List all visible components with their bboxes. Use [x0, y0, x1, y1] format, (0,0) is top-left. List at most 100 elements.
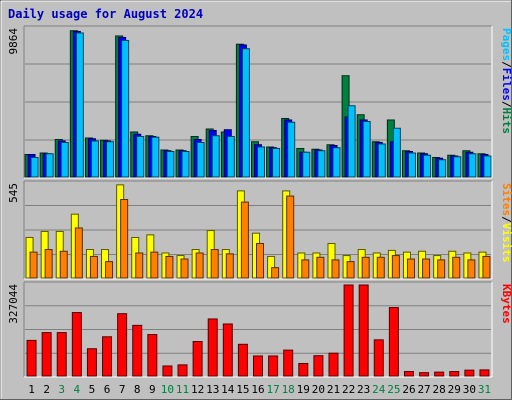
x-tick-label: 30 [463, 383, 476, 396]
bar-kbytes [434, 371, 445, 377]
x-tick-label: 11 [176, 383, 189, 396]
bar-kbytes [192, 340, 203, 377]
bar-sites [225, 253, 234, 279]
y-max-label: 545 [7, 183, 20, 203]
bar-pages [317, 150, 326, 178]
x-tick-label: 14 [221, 383, 235, 396]
chart-title: Daily usage for August 2024 [8, 7, 203, 21]
series-legend: Pages/Files/Hits [500, 28, 512, 134]
bar-sites [406, 258, 415, 279]
bar-sites [422, 258, 431, 279]
bar-sites [105, 261, 114, 279]
x-tick-label: 2 [43, 383, 50, 396]
bar-kbytes [41, 332, 52, 377]
bar-pages [423, 154, 432, 178]
x-tick-label: 28 [433, 383, 446, 396]
bar-kbytes [328, 352, 339, 377]
bar-pages [332, 147, 341, 178]
bar-sites [316, 256, 325, 279]
bar-pages [121, 39, 130, 178]
bar-pages [60, 141, 69, 178]
x-tick-label: 23 [357, 383, 370, 396]
x-tick-label: 13 [206, 383, 219, 396]
bar-sites [467, 259, 476, 279]
bar-sites [29, 251, 38, 279]
bar-kbytes [177, 364, 188, 377]
bar-kbytes [298, 362, 309, 377]
bar-pages [45, 153, 54, 178]
bar-pages [166, 150, 175, 178]
panel-hits-files-pages: 9864 Pages/Files/Hits [7, 25, 512, 179]
bar-pages [241, 48, 250, 178]
bar-pages [302, 151, 311, 178]
bar-pages [211, 135, 220, 178]
x-tick-label: 16 [251, 383, 264, 396]
x-tick-label: 21 [327, 383, 340, 396]
bar-pages [272, 147, 281, 178]
bar-sites [437, 259, 446, 279]
x-tick-label: 27 [417, 383, 430, 396]
x-tick-label: 10 [161, 383, 174, 396]
bar-sites [59, 250, 68, 279]
bar-kbytes [162, 365, 173, 377]
bar-kbytes [253, 355, 263, 377]
bar-kbytes [102, 336, 113, 377]
x-tick-label: 3 [58, 383, 65, 396]
panel-visits-sites: 545 Sites/Visits [7, 180, 512, 280]
bar-sites [346, 261, 355, 279]
legend-entry: / [500, 101, 512, 108]
bar-kbytes [358, 284, 369, 377]
legend-entry: / [500, 216, 512, 223]
bar-pages [136, 135, 145, 178]
legend-entry: Files [500, 68, 512, 101]
bar-sites [120, 199, 129, 279]
bar-sites [286, 195, 295, 279]
bar-pages [151, 136, 160, 178]
bar-kbytes [222, 323, 233, 377]
bar-sites [271, 267, 280, 279]
bar-sites [331, 259, 340, 279]
bar-sites [256, 243, 264, 279]
bar-kbytes [132, 324, 143, 377]
legend-entry: Visits [500, 223, 512, 263]
bar-kbytes [313, 355, 324, 377]
series-legend: Sites/Visits [500, 183, 512, 263]
bar-sites [452, 256, 461, 279]
bar-kbytes [71, 312, 82, 377]
x-tick-label: 12 [191, 383, 204, 396]
bar-pages [257, 146, 265, 178]
bar-sites [301, 259, 310, 279]
bar-sites [195, 252, 204, 279]
y-max-label: 327044 [7, 284, 20, 324]
bar-kbytes [388, 307, 399, 377]
x-tick-label: 6 [104, 383, 111, 396]
x-tick-label: 25 [387, 383, 400, 396]
x-tick-label: 22 [342, 383, 355, 396]
bar-sites [391, 255, 400, 279]
bar-kbytes [26, 339, 37, 377]
bar-sites [482, 255, 491, 279]
bar-pages [377, 143, 386, 178]
bar-pages [453, 156, 462, 178]
bar-sites [210, 249, 219, 279]
x-tick-label: 9 [149, 383, 156, 396]
bar-sites [89, 255, 98, 279]
bar-pages [30, 156, 39, 178]
bar-kbytes [86, 348, 97, 377]
bar-kbytes [207, 318, 218, 377]
bar-pages [181, 150, 190, 178]
bar-sites [180, 258, 189, 279]
x-tick-label: 19 [297, 383, 310, 396]
x-tick-label: 31 [478, 383, 491, 396]
bar-sites [165, 255, 174, 279]
bar-pages [392, 127, 401, 178]
y-max-label: 9864 [7, 28, 20, 55]
x-tick-label: 5 [89, 383, 96, 396]
bar-kbytes [268, 355, 279, 377]
bar-sites [135, 252, 144, 279]
bar-pages [287, 121, 296, 178]
bar-kbytes [283, 349, 294, 377]
x-tick-label: 15 [236, 383, 249, 396]
